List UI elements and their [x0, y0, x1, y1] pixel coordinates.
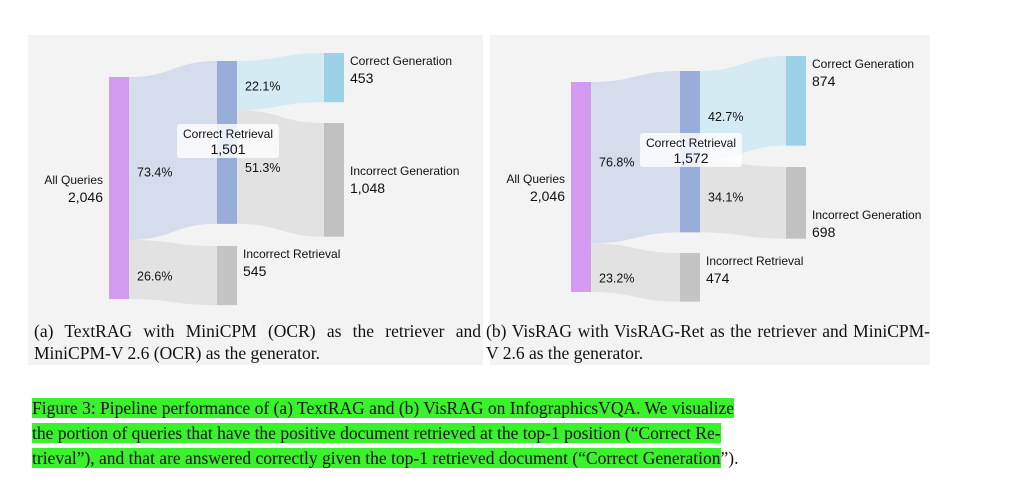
node-label-all-queries: All Queries	[44, 173, 103, 187]
node-value-incorrect-retrieval: 474	[706, 270, 730, 286]
node-all-queries	[109, 77, 129, 299]
correct-retrieval-label-box	[177, 124, 279, 158]
node-value-correct-retrieval: 1,572	[673, 150, 708, 166]
sankey-chart-a: 73.4% 26.6% 22.1% 51.3% All Queries 2,046 Corr…	[44, 53, 459, 306]
node-incorrect-retrieval	[217, 246, 237, 306]
node-value-incorrect-generation: 698	[812, 224, 836, 240]
node-incorrect-retrieval	[680, 253, 700, 302]
node-label-incorrect-generation: Incorrect Generation	[350, 164, 459, 178]
sankey-chart-b: 76.8% 23.2% 42.7% 34.1% All Queries 2,046 Corr…	[506, 56, 921, 302]
node-correct-generation	[324, 53, 344, 103]
node-label-incorrect-retrieval: Incorrect Retrieval	[243, 247, 340, 261]
figure-caption-end: ”).	[720, 448, 739, 468]
sankey-panel-b: 76.8% 23.2% 42.7% 34.1% All Queries 2,046 Corr…	[490, 35, 930, 365]
flow-incorrect-retrieval	[129, 239, 217, 306]
node-label-incorrect-generation: Incorrect Generation	[812, 208, 921, 222]
subcaption-b: (b) VisRAG with VisRAG-Ret as the retrie…	[486, 321, 930, 363]
node-value-all-queries: 2,046	[530, 188, 565, 204]
flow-label-incorrect-retrieval: 23.2%	[599, 271, 634, 285]
flow-correct-retrieval	[129, 61, 217, 240]
figure-caption-line-2: the portion of queries that have the pos…	[32, 423, 721, 443]
node-label-incorrect-retrieval: Incorrect Retrieval	[706, 254, 803, 268]
figure-caption-line-1: Figure 3: Pipeline performance of (a) Te…	[32, 398, 734, 418]
node-all-queries	[571, 82, 591, 292]
flow-label-incorrect-generation: 51.3%	[245, 161, 280, 175]
flow-label-correct-retrieval: 73.4%	[137, 165, 172, 179]
flow-label-correct-generation: 42.7%	[708, 110, 743, 124]
flow-incorrect-retrieval	[591, 243, 680, 302]
flow-incorrect-generation	[700, 160, 786, 239]
node-correct-generation	[786, 56, 806, 146]
node-value-correct-generation: 874	[812, 73, 836, 89]
node-value-all-queries: 2,046	[68, 189, 103, 205]
node-label-all-queries: All Queries	[506, 172, 565, 186]
node-value-correct-retrieval: 1,501	[210, 141, 245, 157]
node-value-incorrect-retrieval: 545	[243, 263, 267, 279]
flow-label-correct-generation: 22.1%	[245, 80, 280, 94]
node-incorrect-generation	[786, 167, 806, 239]
node-value-incorrect-generation: 1,048	[350, 180, 385, 196]
sankey-panel-a: 73.4% 26.6% 22.1% 51.3% All Queries 2,046 Corr…	[28, 35, 483, 365]
figure-caption-line-3: trieval”), and that are answered correct…	[32, 448, 721, 468]
node-incorrect-generation	[324, 123, 344, 237]
flow-correct-retrieval	[591, 71, 680, 244]
node-label-correct-generation: Correct Generation	[350, 54, 452, 68]
correct-retrieval-label-box	[640, 133, 742, 167]
subcaption-a: (a) TextRAG with MiniCPM (OCR) as the re…	[34, 321, 481, 363]
flow-label-incorrect-generation: 34.1%	[708, 191, 743, 205]
flow-label-correct-retrieval: 76.8%	[599, 156, 634, 170]
figure-caption: Figure 3: Pipeline performance of (a) Te…	[32, 396, 932, 471]
node-label-correct-retrieval: Correct Retrieval	[646, 136, 736, 150]
node-label-correct-generation: Correct Generation	[812, 57, 914, 71]
node-label-correct-retrieval: Correct Retrieval	[183, 127, 273, 141]
flow-correct-generation	[237, 53, 324, 111]
flow-label-incorrect-retrieval: 26.6%	[137, 270, 172, 284]
node-value-correct-generation: 453	[350, 70, 374, 86]
